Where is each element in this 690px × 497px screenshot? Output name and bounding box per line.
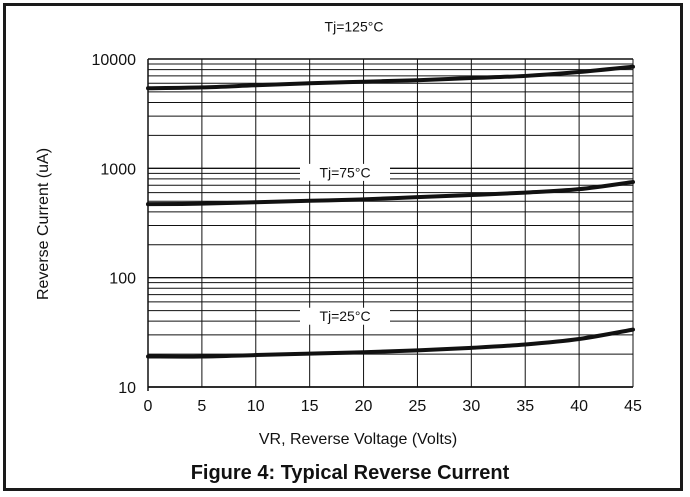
figure-caption: Figure 4: Typical Reverse Current [191, 462, 510, 484]
series-label: Tj=75°C [300, 163, 390, 181]
series-label-bg [309, 18, 399, 36]
series-line [146, 179, 635, 207]
x-tick-label: 15 [301, 398, 319, 415]
x-tick-label: 40 [570, 398, 588, 415]
series-label: Tj=125°C [309, 18, 399, 36]
y-tick-label: 10000 [92, 52, 137, 69]
y-tick-label: 100 [109, 271, 136, 288]
x-tick-labels: 0 5 10 15 20 25 30 35 40 45 [144, 398, 642, 415]
series-label: Tj=25°C [300, 307, 390, 325]
x-tick-label: 10 [247, 398, 265, 415]
series-label-text: Tj=125°C [325, 19, 384, 35]
grid-lines [147, 58, 634, 391]
series-label-text: Tj=75°C [319, 164, 370, 180]
chart-frame [3, 3, 683, 491]
x-tick-label: 30 [462, 398, 480, 415]
series-label-text: Tj=25°C [319, 308, 370, 324]
series-label-bg [300, 163, 390, 181]
x-tick-label: 20 [355, 398, 373, 415]
series-line [146, 64, 635, 91]
series-label-bg [300, 307, 390, 325]
y-tick-labels: 10 100 1000 10000 [92, 52, 137, 397]
series-lines [146, 64, 635, 359]
x-axis-label: VR, Reverse Voltage (Volts) [259, 431, 457, 448]
y-tick-label: 10 [118, 380, 136, 397]
x-tick-label: 0 [144, 398, 153, 415]
y-tick-label: 1000 [100, 161, 136, 178]
x-tick-label: 35 [516, 398, 534, 415]
x-tick-label: 25 [409, 398, 427, 415]
series-line [146, 327, 635, 359]
series-labels: Tj=125°C Tj=75°C Tj=25°C [300, 18, 399, 325]
x-tick-label: 45 [624, 398, 642, 415]
y-axis-label: Reverse Current (uA) [35, 148, 52, 300]
x-tick-label: 5 [197, 398, 206, 415]
